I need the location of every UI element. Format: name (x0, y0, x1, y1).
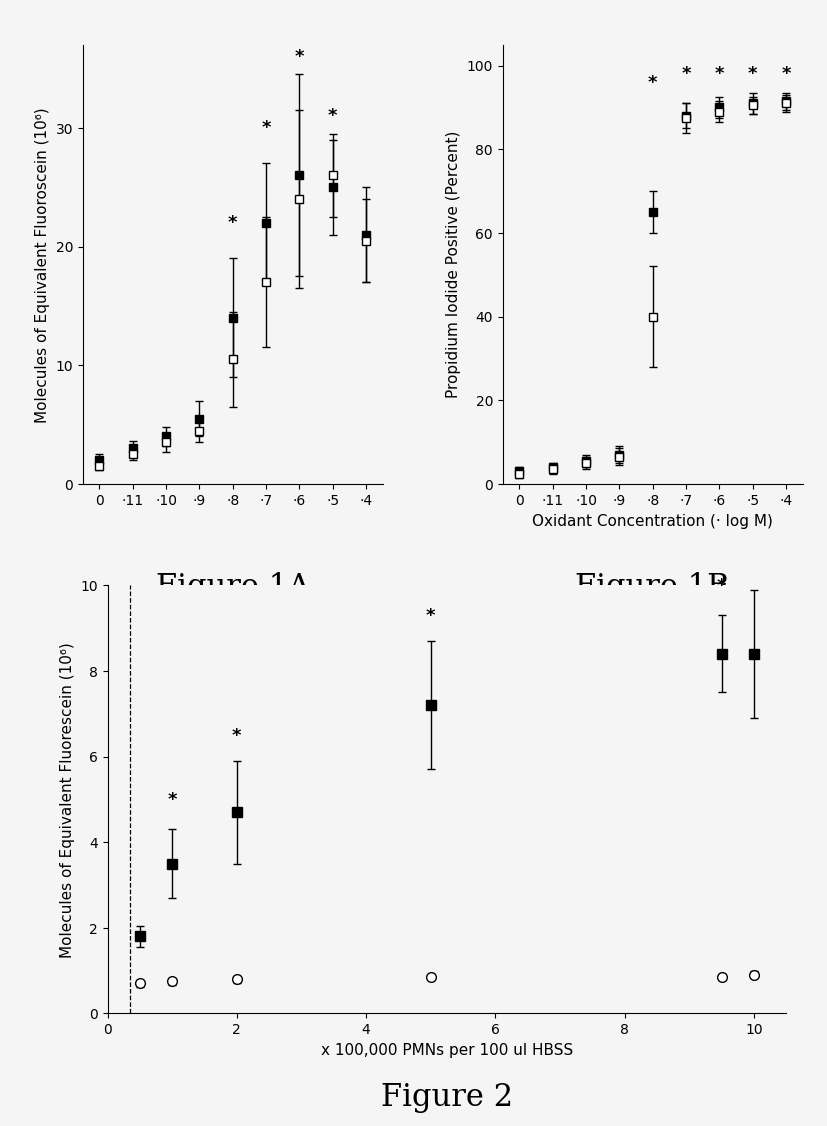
Text: Figure 1A: Figure 1A (155, 572, 309, 604)
X-axis label: Oxidant Concentration (· log M): Oxidant Concentration (· log M) (532, 513, 772, 528)
Text: *: * (781, 65, 791, 83)
Y-axis label: Propidium Iodide Positive (Percent): Propidium Iodide Positive (Percent) (446, 131, 461, 399)
Text: Figure 2: Figure 2 (380, 1082, 513, 1112)
Text: *: * (715, 65, 724, 83)
Text: *: * (228, 214, 237, 232)
Text: *: * (716, 577, 726, 595)
Text: *: * (261, 119, 270, 137)
Text: *: * (327, 107, 337, 125)
Y-axis label: Molecules of Equivalent Fluoroscein (10⁶): Molecules of Equivalent Fluoroscein (10⁶… (35, 107, 50, 422)
Text: *: * (426, 607, 435, 625)
Text: *: * (681, 65, 691, 83)
Y-axis label: Molecules of Equivalent Fluorescein (10⁶): Molecules of Equivalent Fluorescein (10⁶… (60, 642, 74, 957)
Text: *: * (294, 48, 304, 66)
Text: *: * (748, 65, 757, 83)
Text: *: * (167, 790, 177, 808)
X-axis label: x 100,000 PMNs per 100 ul HBSS: x 100,000 PMNs per 100 ul HBSS (321, 1043, 572, 1057)
Text: *: * (648, 73, 657, 91)
Text: Figure 1B: Figure 1B (575, 572, 729, 604)
Text: *: * (232, 726, 241, 744)
